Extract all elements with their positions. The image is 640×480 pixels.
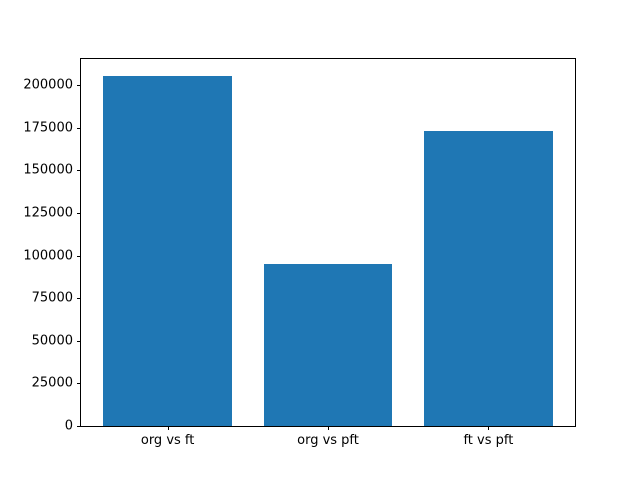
y-tick-label: 75000 [31,290,73,306]
y-tick-label: 25000 [31,375,73,391]
y-tick-mark [77,426,81,427]
x-tick-label: org vs ft [140,433,195,448]
x-tick-mark [488,426,490,430]
x-tick-mark [167,426,169,430]
y-tick-label: 50000 [31,333,73,349]
y-tick-mark [77,255,81,257]
x-tick-mark [328,426,329,430]
y-tick-mark [77,340,81,342]
bar-org-vs-pft [263,264,393,426]
bar-ft-vs-pft [424,131,553,426]
y-tick-label: 100000 [23,248,73,263]
plot-area: org vs ft org vs pft ft vs pft 0 25000 50000 7… [23,58,576,447]
x-tick-label: ft vs pft [463,433,514,448]
y-tick-label: 125000 [23,205,73,221]
y-tick-mark [77,85,81,86]
y-tick-mark [77,298,81,300]
y-tick-mark [77,212,81,214]
y-tick-label: 150000 [23,162,73,178]
y-tick-mark [77,127,81,129]
y-tick-mark [77,383,81,385]
y-tick-label: 175000 [23,120,73,136]
y-tick-mark [77,170,81,172]
x-tick-label: org vs pft [297,433,359,448]
y-tick-label: 0 [64,418,73,434]
y-tick-label: 200000 [23,77,73,93]
bar-org-vs-ft [103,76,232,426]
